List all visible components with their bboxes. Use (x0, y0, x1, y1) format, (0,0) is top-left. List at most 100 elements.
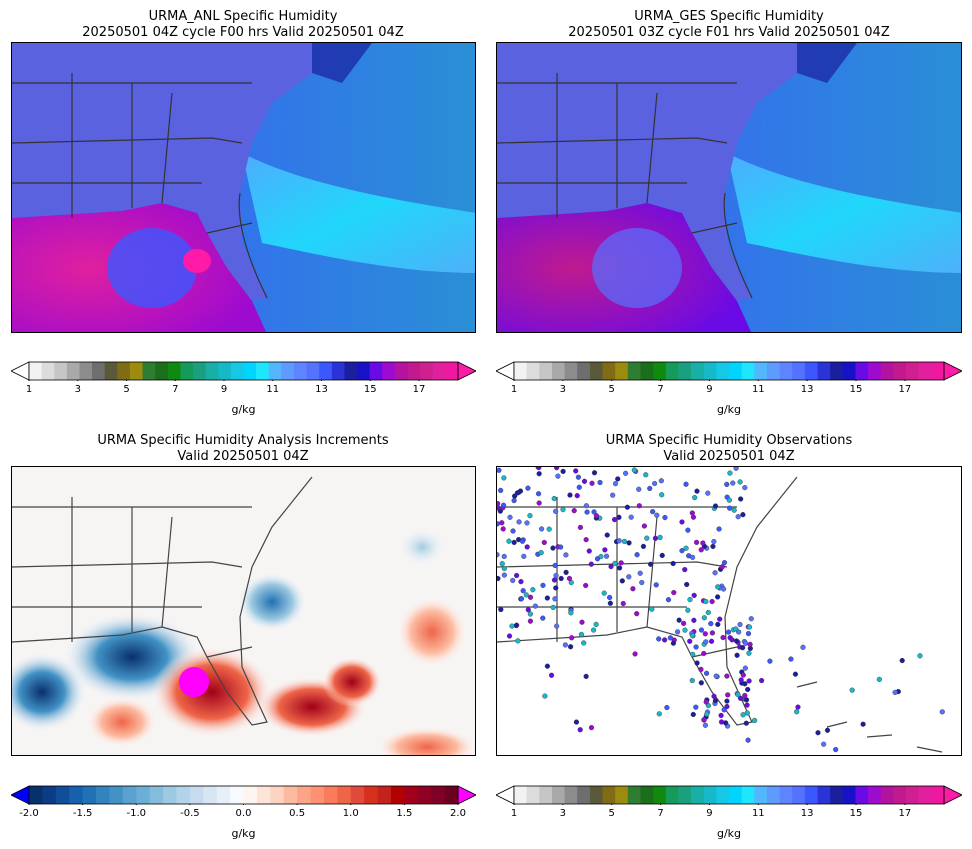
station-marker (634, 552, 640, 558)
station-marker (726, 497, 732, 503)
panel-anl-title: URMA_ANL Specific Humidity 20250501 04Z … (11, 9, 475, 41)
colorbar-swatch (122, 786, 137, 804)
station-marker (639, 579, 645, 586)
station-marker (591, 509, 597, 515)
colorbar-tick-label: 15 (849, 384, 863, 395)
station-marker (586, 548, 592, 554)
station-marker (501, 475, 507, 481)
panel-ges-title-line1: URMA_GES Specific Humidity (634, 9, 824, 24)
station-marker (702, 631, 708, 637)
station-marker (506, 633, 513, 639)
colorbar-swatch (577, 786, 591, 804)
station-marker (703, 598, 709, 605)
colorbar-swatch (741, 362, 755, 380)
colorbar-tick-label: 7 (172, 384, 179, 395)
station-marker (719, 564, 725, 570)
colorbar-swatch (54, 362, 68, 380)
ges-colorbar-svg (495, 361, 963, 381)
station-marker (795, 704, 801, 710)
station-marker (733, 467, 739, 471)
panel-increment-title-line2: Valid 20250501 04Z (177, 449, 309, 464)
anl-colorbar-svg (10, 361, 477, 381)
station-marker (546, 526, 552, 532)
station-marker (849, 687, 855, 693)
station-marker (509, 623, 515, 629)
station-marker (535, 491, 542, 497)
station-marker (701, 650, 707, 657)
station-marker (634, 611, 640, 617)
colorbar-tick-label: 11 (751, 808, 765, 819)
colorbar-swatch (337, 786, 352, 804)
station-marker (583, 537, 589, 543)
station-marker (708, 638, 715, 644)
ges-colorbar (495, 361, 963, 381)
increment-colorbar (10, 785, 477, 805)
colorbar-tick-label: 0.0 (235, 808, 252, 819)
colorbar-swatch (779, 362, 793, 380)
station-marker (693, 704, 699, 710)
station-marker (583, 582, 589, 589)
station-marker (511, 539, 517, 546)
station-marker (746, 650, 752, 656)
colorbar-swatch (868, 362, 882, 380)
colorbar-tick-label: 17 (898, 808, 912, 819)
station-marker (563, 552, 569, 558)
station-marker (583, 673, 589, 680)
colorbar-swatch (918, 362, 932, 380)
panel-increment-title: URMA Specific Humidity Analysis Incremen… (11, 433, 475, 465)
station-marker (662, 637, 668, 643)
colorbar-swatch (855, 786, 869, 804)
station-marker (712, 698, 719, 704)
station-marker (566, 575, 573, 582)
colorbar-swatch (653, 786, 667, 804)
station-marker (711, 538, 717, 545)
station-marker (548, 672, 555, 678)
colorbar-swatch (167, 362, 181, 380)
station-marker (681, 620, 687, 626)
colorbar-swatch (868, 786, 882, 804)
station-marker (641, 523, 647, 529)
station-marker (720, 634, 726, 641)
colorbar-swatch (364, 786, 379, 804)
station-marker (514, 572, 520, 579)
station-marker (788, 656, 794, 662)
colorbar-swatch (420, 362, 434, 380)
station-marker (584, 509, 590, 515)
panel-obs-title: URMA Specific Humidity Observations Vali… (496, 433, 962, 465)
station-marker (573, 719, 580, 725)
station-marker (821, 741, 827, 747)
station-marker (506, 538, 512, 544)
station-marker (709, 630, 715, 636)
station-marker (735, 691, 741, 698)
colorbar-tick-label: -0.5 (180, 808, 200, 819)
station-marker (698, 627, 705, 633)
station-marker (691, 617, 697, 623)
station-marker (524, 544, 530, 550)
station-marker (498, 487, 504, 493)
station-marker (815, 730, 821, 736)
colorbar-tick-label: -2.0 (19, 808, 39, 819)
station-marker (724, 698, 730, 704)
colorbar-swatch (792, 362, 806, 380)
station-marker (689, 677, 695, 684)
station-marker (682, 567, 688, 573)
station-marker (711, 693, 717, 699)
station-marker (742, 665, 748, 671)
station-marker (735, 514, 741, 520)
station-marker (515, 638, 521, 644)
station-marker (724, 703, 730, 710)
station-marker (715, 621, 721, 627)
station-marker (656, 711, 662, 717)
panel-obs-title-line1: URMA Specific Humidity Observations (605, 433, 853, 448)
increment-colorbar-svg (10, 785, 477, 805)
colorbar-swatch (117, 362, 131, 380)
colorbar-swatch (665, 362, 679, 380)
station-marker (715, 594, 721, 600)
station-marker (612, 560, 618, 567)
colorbar-tick-label: 1 (510, 808, 518, 819)
colorbar-tick-label: 3 (74, 384, 81, 395)
station-marker (690, 514, 697, 520)
station-marker (532, 603, 538, 609)
station-marker (540, 582, 546, 588)
station-marker (550, 604, 556, 611)
